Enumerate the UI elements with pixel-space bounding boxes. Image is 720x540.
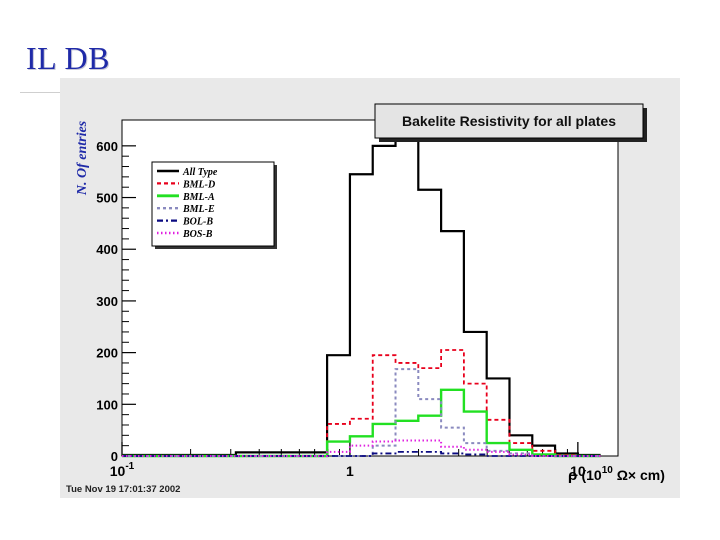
y-tick-label: 300 [96, 294, 118, 309]
x-label-sup: 10 [602, 465, 614, 476]
series-line-bol-b [122, 450, 601, 457]
x-label-pre: (10 [581, 467, 601, 483]
y-tick-label: 500 [96, 191, 118, 206]
x-tick-label: 10 [570, 463, 586, 479]
y-tick-label: 400 [96, 242, 118, 257]
legend-label: All Type [182, 167, 218, 178]
slide-title: IL DB [26, 40, 110, 76]
x-tick-label: 1 [346, 463, 354, 479]
x-tick-base: 1 [346, 463, 354, 479]
x-tick-label: 10-1 [110, 461, 135, 479]
legend-label: BML-E [182, 204, 215, 215]
series-line-bos-b [122, 439, 601, 457]
legend-label: BML-A [182, 192, 215, 203]
y-axis-label: N. Of entries [75, 120, 90, 196]
x-tick-exp: -1 [125, 461, 134, 472]
x-label-symbol: ρ [568, 467, 581, 484]
legend-label: BML-D [182, 179, 215, 190]
y-tick-label: 600 [96, 139, 118, 154]
legend-label: BOL-B [182, 217, 213, 228]
x-tick-base: 10 [570, 463, 586, 479]
x-tick-base: 10 [110, 463, 126, 479]
legend-box [151, 161, 275, 247]
y-tick-label: 0 [111, 449, 118, 464]
timestamp: Tue Nov 19 17:01:37 2002 [66, 484, 180, 495]
series-line-bml-d [122, 349, 601, 457]
plot-frame: 0 100 200 300 400 500 600 10-1 1 10 All Type BML-… [60, 78, 680, 498]
y-tick-label: 100 [96, 397, 118, 412]
y-tick-label: 200 [96, 346, 118, 361]
x-axis-label: ρ (1010 Ω× cm) [568, 465, 665, 484]
x-label-post: Ω× cm) [613, 467, 665, 483]
chart-title-box [374, 103, 644, 139]
series-line-bml-e [122, 368, 601, 457]
chart-title: Bakelite Resistivity for all plates [402, 113, 616, 129]
legend-label: BOS-B [182, 229, 213, 240]
title-underline [20, 92, 64, 93]
